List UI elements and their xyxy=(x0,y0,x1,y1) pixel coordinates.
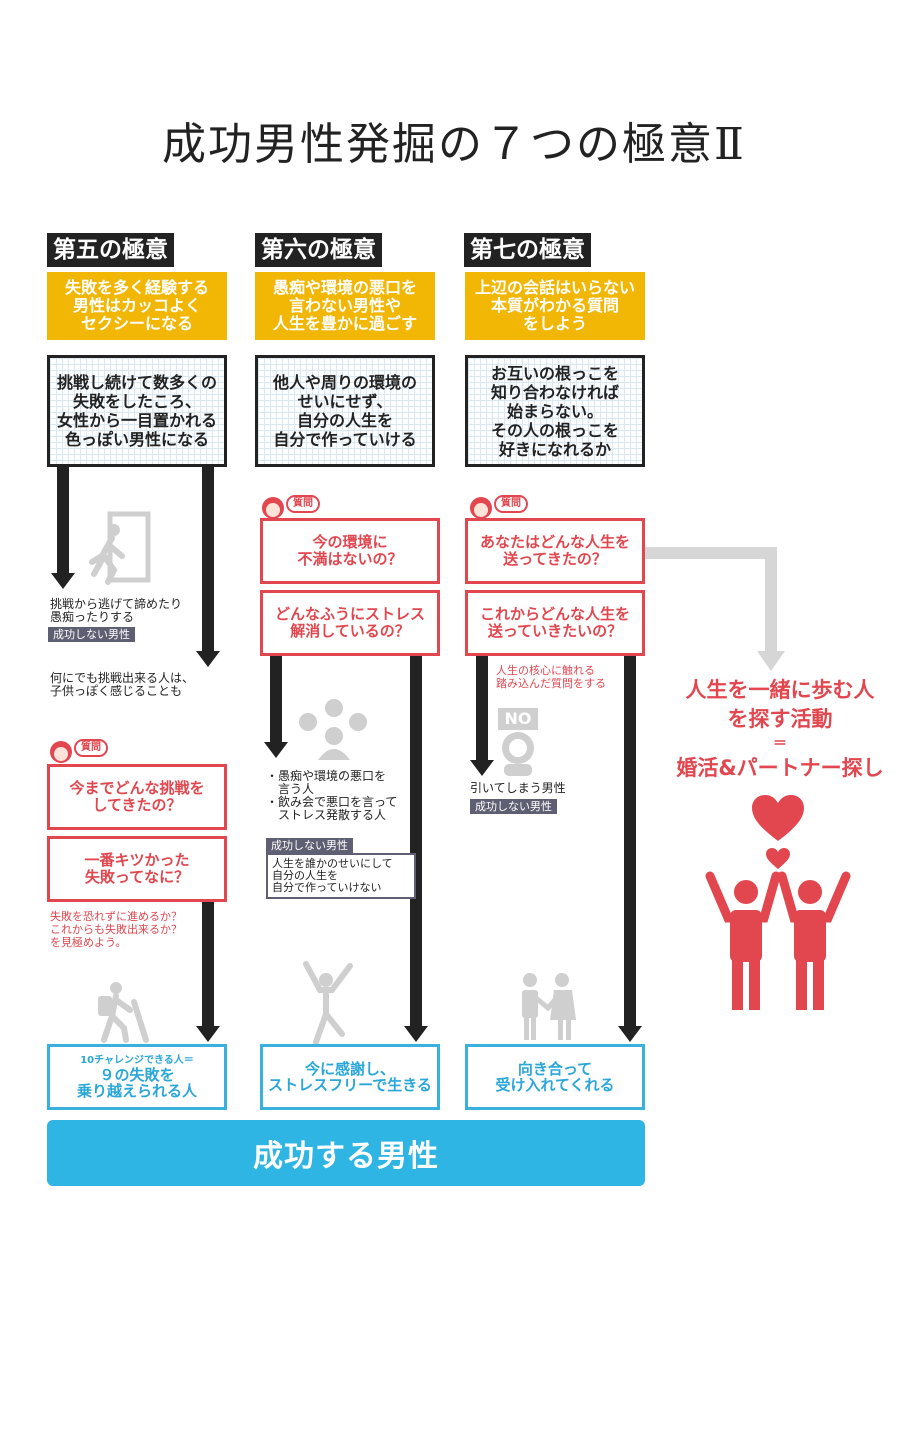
question-box-6-2: どんなふうにストレス 解消しているの？ xyxy=(260,590,440,656)
person-icon xyxy=(502,732,534,776)
result-box-5: 10チャレンジできる人＝ ９の失敗を 乗り越えられる人 xyxy=(47,1044,227,1110)
fail-note-7: 引いてしまう男性 xyxy=(470,781,566,795)
no-sign-icon: NO xyxy=(498,708,542,778)
question-box-5-2: 一番キツかった 失敗ってなに？ xyxy=(47,836,227,902)
woman-avatar-icon xyxy=(470,497,492,519)
result-small-5: 10チャレンジできる人＝ xyxy=(80,1055,194,1066)
question-box-7-1: あなたはどんな人生を 送ってきたの？ xyxy=(465,518,645,584)
side-goal-line2: を探す活動 xyxy=(727,707,833,731)
success-banner: 成功する男性 xyxy=(47,1120,645,1186)
woman-avatar-icon xyxy=(262,497,284,519)
side-goal-equals: ＝ xyxy=(773,736,787,752)
theme-box-7: 上辺の会話はいらない 本質がわかる質問 をしよう xyxy=(465,272,645,340)
fail-tag-7: 成功しない男性 xyxy=(470,799,557,814)
exit-runner-icon xyxy=(89,511,151,585)
hiker-icon xyxy=(98,982,149,1043)
arrow-down-icon xyxy=(404,1026,428,1042)
question-box-6-1: 今の環境に 不満はないの？ xyxy=(260,518,440,584)
question-badge: 質問 xyxy=(286,495,320,513)
summary-box-5: 挑戦し続けて数多くの 失敗をしたころ、 女性から一目置かれる 色っぽい男性になる xyxy=(47,355,227,467)
arrow-shaft xyxy=(476,656,488,762)
arrow-shaft xyxy=(202,902,214,1028)
arrow-down-icon xyxy=(196,651,220,667)
theme-box-6: 愚痴や環境の悪口を 言わない男性や 人生を豊かに過ごす xyxy=(255,272,435,340)
couple-icon xyxy=(705,871,851,1010)
side-goal: 人生を一緒に歩む人 を探す活動 ＝ 婚活&パートナー探し xyxy=(660,676,900,783)
heart-icon xyxy=(752,795,804,841)
side-note-5: 何にでも挑戦出来る人は、 子供っぽく感じることも xyxy=(50,671,195,698)
question-badge: 質問 xyxy=(494,495,528,513)
side-goal-line3: 婚活&パートナー探し xyxy=(676,756,884,780)
fail-tag-5: 成功しない男性 xyxy=(48,627,135,642)
column-heading-7: 第七の極意 xyxy=(464,233,591,267)
question-badge: 質問 xyxy=(74,739,108,757)
fail-list-6: ・愚痴や環境の悪口を 言う人 ・飲み会で悪口を言って ストレス発散する人 xyxy=(266,769,398,822)
theme-box-5: 失敗を多く経験する 男性はカッコよく セクシーになる xyxy=(47,272,227,340)
arrow-down-icon xyxy=(196,1026,220,1042)
jumping-person-icon xyxy=(303,961,353,1045)
column-heading-5: 第五の極意 xyxy=(47,233,174,267)
summary-box-7: お互いの根っこを 知り合わなければ 始まらない。 その人の根っこを 好きになれる… xyxy=(465,355,645,467)
question-box-5-1: 今までどんな挑戦を してきたの？ xyxy=(47,764,227,830)
no-label: NO xyxy=(498,708,538,730)
summary-box-6: 他人や周りの環境の せいにせず、 自分の人生を 自分で作っていける xyxy=(255,355,435,467)
arrow-shaft xyxy=(270,656,282,744)
question-note-7: 人生の核心に触れる 踏み込んだ質問をする xyxy=(496,664,606,690)
result-text-5: ９の失敗を 乗り越えられる人 xyxy=(76,1066,197,1100)
side-goal-line1: 人生を一緒に歩む人 xyxy=(685,678,875,702)
arrow-shaft xyxy=(57,467,69,575)
result-box-7: 向き合って 受け入れてくれる xyxy=(465,1044,645,1110)
connector-arrow xyxy=(645,547,785,671)
faces-icon xyxy=(299,699,367,760)
fail-tag-6: 成功しない男性 xyxy=(266,838,353,853)
arrow-shaft xyxy=(624,656,636,1028)
heart-icon xyxy=(766,848,790,869)
arrow-shaft xyxy=(202,467,214,653)
page-title: 成功男性発掘の７つの極意Ⅱ xyxy=(162,119,746,170)
arrow-down-icon xyxy=(51,573,75,589)
arrow-down-icon xyxy=(264,742,288,758)
fail-note-5: 挑戦から逃げて諦めたり 愚痴ったりする xyxy=(50,597,183,624)
arrow-down-icon xyxy=(618,1026,642,1042)
handshake-icon xyxy=(522,973,576,1040)
result-box-6: 今に感謝し、 ストレスフリーで生きる xyxy=(260,1044,440,1110)
question-box-7-2: これからどんな人生を 送っていきたいの？ xyxy=(465,590,645,656)
woman-avatar-icon xyxy=(50,741,72,763)
column-heading-6: 第六の極意 xyxy=(255,233,382,267)
fail-box-6: 人生を誰かのせいにして 自分の人生を 自分で作っていけない xyxy=(266,853,416,899)
question-note-5: 失敗を恐れずに進めるか？ これからも失敗出来るか？ を見極めよう。 xyxy=(50,910,182,949)
arrow-down-icon xyxy=(470,760,494,776)
arrow-shaft xyxy=(410,656,422,1028)
